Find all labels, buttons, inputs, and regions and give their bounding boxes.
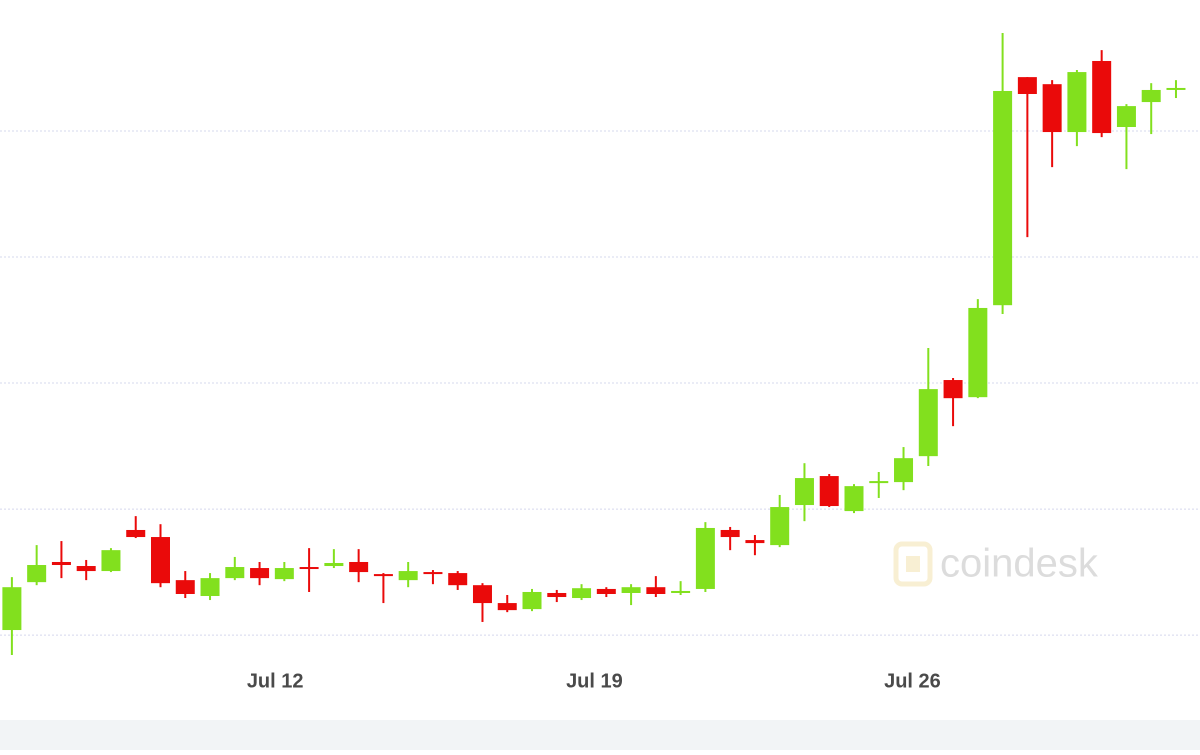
candle-body [250, 568, 270, 579]
candle-body [1017, 77, 1037, 95]
candle-body [76, 566, 96, 572]
candle-body [1166, 87, 1186, 90]
candle-body [819, 476, 839, 507]
x-tick-label: Jul 26 [884, 670, 941, 692]
candle-body [572, 588, 592, 599]
candle-body [621, 587, 641, 593]
candle-body [398, 571, 418, 581]
candle-body [770, 507, 790, 546]
candle-body [349, 561, 369, 573]
candle-body [1141, 89, 1161, 103]
candle-body [175, 580, 195, 594]
candle-body [200, 578, 220, 597]
candle-body [324, 562, 344, 567]
candle-body [51, 561, 71, 566]
candle-body [671, 590, 691, 593]
candle-body [472, 585, 492, 604]
candle-body [373, 574, 393, 577]
candle-body [497, 603, 517, 611]
x-tick-label: Jul 19 [566, 670, 623, 692]
candle-body [695, 527, 715, 589]
footer-band [0, 720, 1200, 750]
candle-body [646, 587, 666, 594]
watermark: coindesk [940, 542, 1099, 586]
candle-body [968, 307, 988, 398]
candle-body [423, 572, 443, 575]
candle-body [150, 537, 170, 584]
candle-body [299, 567, 319, 570]
watermark-logo [893, 541, 933, 587]
candle-body [745, 540, 765, 544]
candle-body [225, 567, 245, 579]
candle-body [596, 588, 616, 594]
candle-body [894, 458, 914, 483]
candle-body [448, 573, 468, 586]
candle-body [918, 389, 938, 457]
x-tick-label: Jul 12 [247, 670, 304, 692]
candle-body [2, 587, 22, 631]
candle-body [794, 478, 814, 506]
candle-body [126, 529, 146, 538]
candle-body [993, 90, 1013, 306]
candle-body [522, 591, 542, 610]
candle-body [720, 529, 740, 538]
candle-body [1067, 72, 1087, 133]
candle-body [274, 568, 294, 580]
candle-body [1092, 60, 1112, 134]
candle-body [27, 565, 47, 583]
candle-body [101, 550, 121, 572]
candle-body [943, 380, 963, 399]
candle-body [1042, 84, 1062, 133]
candle-body [844, 486, 864, 512]
candle-body [1116, 106, 1136, 128]
candle-body [547, 592, 567, 598]
candle-body [869, 481, 889, 484]
